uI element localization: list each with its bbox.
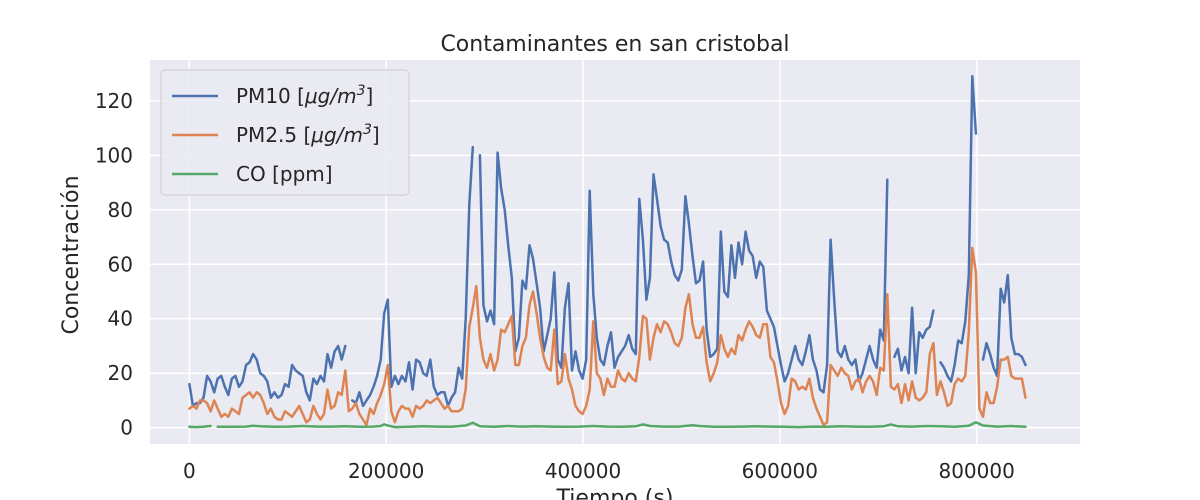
y-tick-label: 40 bbox=[108, 307, 133, 331]
chart-title: Contaminantes en san cristobal bbox=[440, 32, 789, 57]
legend-pm25-end: ] bbox=[372, 123, 380, 147]
legend: PM10 [μg/m3] PM2.5 [μg/m3] CO [ppm] bbox=[160, 69, 410, 196]
y-tick-label: 20 bbox=[108, 361, 133, 385]
legend-pm10-sup: 3 bbox=[357, 83, 366, 99]
y-tick-label: 60 bbox=[108, 252, 133, 276]
legend-pm10-base: PM10 [ bbox=[236, 84, 305, 108]
x-tick-label: 400000 bbox=[545, 459, 621, 483]
legend-pm10-end: ] bbox=[366, 84, 374, 108]
legend-pm25-unit: μg/m bbox=[310, 123, 363, 147]
x-tick-label: 800000 bbox=[938, 459, 1014, 483]
x-tick-label: 200000 bbox=[348, 459, 424, 483]
series-co-line bbox=[188, 420, 1027, 429]
legend-pm10-unit: μg/m bbox=[304, 84, 357, 108]
x-tick-label: 0 bbox=[183, 459, 196, 483]
legend-box bbox=[160, 69, 410, 196]
x-axis-label: Tiempo (s) bbox=[556, 486, 674, 500]
legend-pm25-base: PM2.5 [ bbox=[236, 123, 311, 147]
tick-layer: 0 200000 400000 600000 800000 0 20 40 60 80 100 120 bbox=[95, 89, 1015, 483]
y-tick-label: 80 bbox=[108, 198, 133, 222]
legend-pm25-sup: 3 bbox=[363, 122, 372, 138]
series-layer bbox=[188, 75, 1027, 429]
series-pm10-line bbox=[188, 75, 1027, 408]
legend-label-pm10: PM10 [μg/m3] bbox=[236, 83, 373, 108]
y-axis-label: Concentración bbox=[59, 175, 84, 334]
series-pm25-line bbox=[188, 246, 1027, 427]
legend-label-co: CO [ppm] bbox=[236, 162, 333, 186]
y-tick-label: 0 bbox=[120, 416, 133, 440]
legend-label-pm25: PM2.5 [μg/m3] bbox=[236, 122, 380, 147]
y-tick-label: 100 bbox=[95, 143, 133, 167]
y-tick-label: 120 bbox=[95, 89, 133, 113]
x-tick-label: 600000 bbox=[742, 459, 818, 483]
